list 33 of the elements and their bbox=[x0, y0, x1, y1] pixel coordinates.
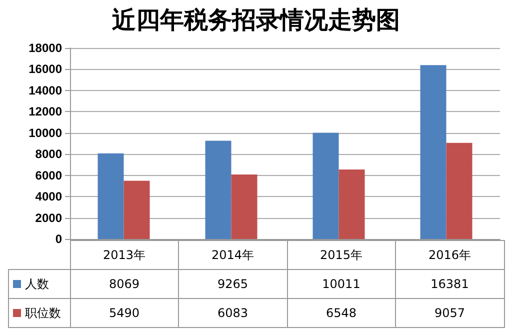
x-tick-label: 2015年 bbox=[287, 240, 396, 270]
data-label: 16381 bbox=[396, 270, 504, 298]
legend-label: 职位数 bbox=[8, 298, 70, 328]
y-tick-label: 16000 bbox=[28, 62, 62, 76]
chart-title: 近四年税务招录情况走势图 bbox=[111, 4, 401, 36]
y-tick-label: 8000 bbox=[35, 147, 62, 162]
bar bbox=[231, 174, 258, 239]
y-tick-label: 0 bbox=[55, 232, 62, 246]
x-tick-label: 2014年 bbox=[178, 240, 287, 270]
y-tick-label: 12000 bbox=[28, 104, 62, 119]
y-tick-label: 18000 bbox=[28, 41, 62, 55]
bar bbox=[446, 142, 472, 239]
data-label: 8069 bbox=[70, 270, 178, 298]
data-label: 5490 bbox=[70, 298, 178, 328]
bar bbox=[98, 153, 124, 239]
y-tick-label: 14000 bbox=[28, 83, 62, 98]
y-tick-label: 10000 bbox=[28, 126, 62, 140]
bar bbox=[124, 180, 150, 239]
bar bbox=[205, 140, 232, 239]
bar bbox=[420, 65, 446, 239]
data-label: 9057 bbox=[396, 298, 504, 328]
x-tick-label: 2016年 bbox=[396, 240, 504, 270]
data-label: 10011 bbox=[287, 270, 396, 298]
data-label: 6083 bbox=[178, 298, 287, 328]
y-tick-label: 6000 bbox=[35, 168, 62, 182]
data-label: 6548 bbox=[287, 298, 396, 328]
legend-label: 人数 bbox=[8, 270, 70, 298]
y-tick-label: 2000 bbox=[35, 210, 62, 225]
y-tick-label: 4000 bbox=[35, 190, 62, 204]
data-label: 9265 bbox=[178, 270, 287, 298]
x-tick-label: 2013年 bbox=[70, 240, 178, 270]
bar bbox=[338, 170, 365, 239]
bar bbox=[312, 132, 339, 239]
